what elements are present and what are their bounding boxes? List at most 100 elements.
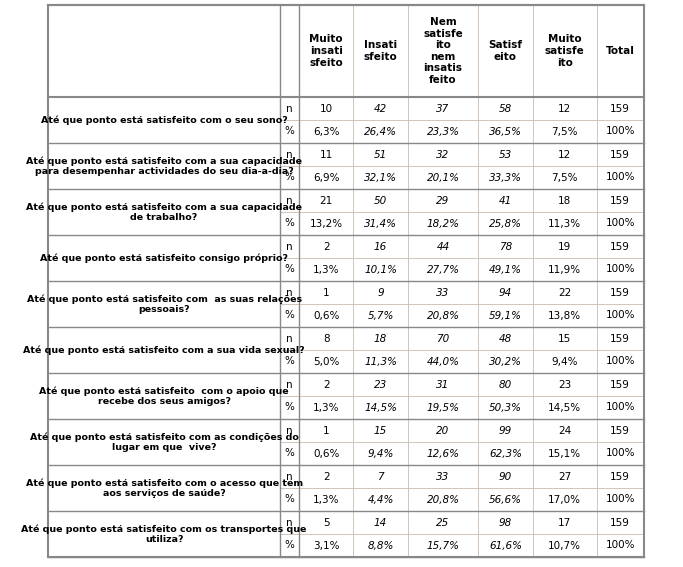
Text: 100%: 100% xyxy=(605,540,635,551)
Text: %: % xyxy=(285,172,294,183)
Text: 2: 2 xyxy=(323,472,329,481)
Bar xyxy=(596,327,643,350)
Bar xyxy=(533,120,596,143)
Text: n: n xyxy=(286,472,293,481)
Text: 25: 25 xyxy=(436,518,449,527)
Text: 15: 15 xyxy=(558,333,571,344)
Bar xyxy=(299,120,353,143)
Text: Insati
sfeito: Insati sfeito xyxy=(364,40,398,62)
Bar xyxy=(533,97,596,120)
Text: 27: 27 xyxy=(558,472,571,481)
Bar xyxy=(478,143,533,166)
Bar xyxy=(533,396,596,419)
Bar xyxy=(299,465,353,488)
Text: 61,6%: 61,6% xyxy=(489,540,522,551)
Text: 8,8%: 8,8% xyxy=(367,540,394,551)
Bar xyxy=(478,534,533,557)
Text: %: % xyxy=(285,311,294,320)
Text: Até que ponto está satisfeito com as condições do
lugar em que  vive?: Até que ponto está satisfeito com as con… xyxy=(29,432,298,452)
Bar xyxy=(280,235,299,258)
Text: 11,3%: 11,3% xyxy=(364,357,397,366)
Bar xyxy=(280,327,299,350)
Bar xyxy=(596,97,643,120)
Text: 18: 18 xyxy=(558,196,571,205)
Bar xyxy=(299,327,353,350)
Text: 78: 78 xyxy=(499,242,512,252)
Bar xyxy=(280,511,299,534)
Text: 9,4%: 9,4% xyxy=(367,448,394,459)
Bar xyxy=(299,143,353,166)
Text: 12: 12 xyxy=(558,150,571,159)
Text: 100%: 100% xyxy=(605,172,635,183)
Text: n: n xyxy=(286,287,293,298)
Bar xyxy=(408,120,478,143)
Text: 23: 23 xyxy=(374,379,387,390)
Bar xyxy=(478,327,533,350)
Bar xyxy=(299,97,353,120)
Bar xyxy=(408,189,478,212)
Text: Total: Total xyxy=(606,46,635,56)
Bar xyxy=(596,465,643,488)
Text: 36,5%: 36,5% xyxy=(489,126,522,137)
Bar xyxy=(478,120,533,143)
Text: 100%: 100% xyxy=(605,264,635,274)
Text: 14,5%: 14,5% xyxy=(548,403,581,413)
Bar xyxy=(533,442,596,465)
Text: 16: 16 xyxy=(374,242,387,252)
Bar xyxy=(533,258,596,281)
Bar xyxy=(478,258,533,281)
Bar xyxy=(596,5,643,97)
Text: 7,5%: 7,5% xyxy=(551,126,578,137)
Text: 15,7%: 15,7% xyxy=(427,540,460,551)
Text: 4,4%: 4,4% xyxy=(367,494,394,505)
Text: 100%: 100% xyxy=(605,357,635,366)
Bar xyxy=(478,212,533,235)
Bar xyxy=(280,97,299,120)
Bar xyxy=(478,465,533,488)
Text: 62,3%: 62,3% xyxy=(489,448,522,459)
Bar xyxy=(533,235,596,258)
Bar xyxy=(596,442,643,465)
Bar xyxy=(533,166,596,189)
Text: 44,0%: 44,0% xyxy=(427,357,460,366)
Bar xyxy=(299,189,353,212)
Bar xyxy=(299,350,353,373)
Text: 1: 1 xyxy=(323,425,329,435)
Text: 159: 159 xyxy=(610,379,630,390)
Bar xyxy=(280,419,299,442)
Text: 14,5%: 14,5% xyxy=(364,403,397,413)
Text: 10,1%: 10,1% xyxy=(364,264,397,274)
Bar xyxy=(353,212,408,235)
Text: 11,9%: 11,9% xyxy=(548,264,581,274)
Bar xyxy=(478,235,533,258)
Text: 3,1%: 3,1% xyxy=(313,540,339,551)
Text: 1: 1 xyxy=(323,287,329,298)
Text: 1,3%: 1,3% xyxy=(313,403,339,413)
Text: Muito
insati
sfeito: Muito insati sfeito xyxy=(309,35,343,67)
Bar xyxy=(280,189,299,212)
Text: 10,7%: 10,7% xyxy=(548,540,581,551)
Text: 159: 159 xyxy=(610,150,630,159)
Bar xyxy=(478,350,533,373)
Text: 33: 33 xyxy=(436,287,449,298)
Bar xyxy=(478,419,533,442)
Bar xyxy=(48,465,280,511)
Text: 70: 70 xyxy=(436,333,449,344)
Text: 24: 24 xyxy=(558,425,571,435)
Bar xyxy=(48,327,280,373)
Text: 59,1%: 59,1% xyxy=(489,311,522,320)
Text: %: % xyxy=(285,357,294,366)
Bar xyxy=(353,442,408,465)
Bar xyxy=(533,281,596,304)
Text: 6,9%: 6,9% xyxy=(313,172,339,183)
Text: Até que ponto está satisfeito com o seu sono?: Até que ponto está satisfeito com o seu … xyxy=(41,115,288,125)
Text: n: n xyxy=(286,150,293,159)
Bar xyxy=(280,534,299,557)
Bar xyxy=(48,97,280,143)
Text: Até que ponto está satisfeito com a sua capacidade
de trabalho?: Até que ponto está satisfeito com a sua … xyxy=(26,202,302,222)
Bar xyxy=(299,281,353,304)
Bar xyxy=(478,97,533,120)
Text: Satisf
eito: Satisf eito xyxy=(488,40,522,62)
Text: 25,8%: 25,8% xyxy=(489,218,522,229)
Text: %: % xyxy=(285,494,294,505)
